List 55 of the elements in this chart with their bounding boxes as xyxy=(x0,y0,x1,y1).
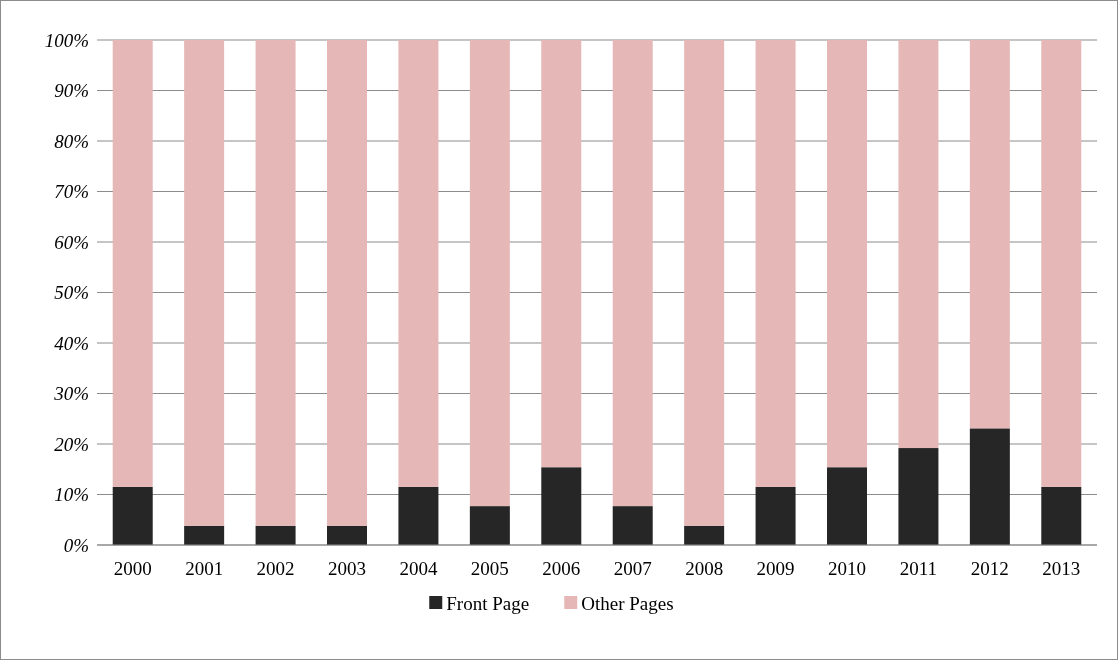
y-tick-label: 70% xyxy=(54,181,89,203)
bar xyxy=(327,525,367,545)
bar xyxy=(541,40,582,468)
x-tick-label: 2009 xyxy=(756,558,795,579)
bar xyxy=(612,40,653,507)
y-tick-label: 50% xyxy=(54,282,89,304)
bar xyxy=(755,486,796,545)
bar xyxy=(898,448,939,545)
x-tick-label: 2000 xyxy=(113,558,152,579)
y-tick-label: 10% xyxy=(54,484,89,506)
bar xyxy=(112,486,153,545)
y-tick-label: 40% xyxy=(54,332,89,354)
x-tick-label: 2013 xyxy=(1042,558,1081,579)
bar xyxy=(612,506,653,545)
bar xyxy=(898,40,939,449)
bar xyxy=(827,467,867,545)
x-tick-label: 2001 xyxy=(185,558,224,579)
y-tick-label: 90% xyxy=(54,80,89,102)
x-tick-label: 2010 xyxy=(828,558,866,579)
bar xyxy=(541,467,582,545)
bar xyxy=(469,40,510,507)
bar xyxy=(184,40,225,526)
bar xyxy=(684,525,725,545)
bar xyxy=(1041,40,1082,487)
x-tick-label: 2002 xyxy=(256,558,295,579)
x-tick-label: 2012 xyxy=(970,558,1009,579)
bar xyxy=(327,40,367,526)
bar xyxy=(255,525,296,545)
bar xyxy=(684,40,725,526)
legend-label: Other Pages xyxy=(581,592,674,614)
x-tick-label: 2007 xyxy=(613,558,652,579)
y-tick-label: 60% xyxy=(54,231,89,253)
bar xyxy=(1041,486,1082,545)
bar xyxy=(827,40,867,468)
bar xyxy=(184,525,225,545)
bar xyxy=(398,40,439,487)
y-tick-label: 20% xyxy=(54,433,89,455)
bar xyxy=(398,486,439,545)
x-tick-label: 2005 xyxy=(470,558,509,579)
x-tick-label: 2004 xyxy=(399,558,438,579)
bar xyxy=(755,40,796,487)
legend-label: Front Page xyxy=(446,592,530,614)
bar xyxy=(112,40,153,487)
y-tick-label: 100% xyxy=(44,29,89,51)
x-tick-label: 2008 xyxy=(685,558,724,579)
y-tick-label: 0% xyxy=(63,534,89,556)
bar xyxy=(469,506,510,545)
x-tick-label: 2011 xyxy=(899,558,938,579)
y-tick-label: 80% xyxy=(54,130,89,152)
bar xyxy=(969,40,1010,429)
bar xyxy=(255,40,296,526)
y-tick-label: 30% xyxy=(53,383,89,405)
x-tick-label: 2003 xyxy=(328,558,366,579)
bar xyxy=(969,428,1010,545)
x-tick-label: 2006 xyxy=(542,558,581,579)
